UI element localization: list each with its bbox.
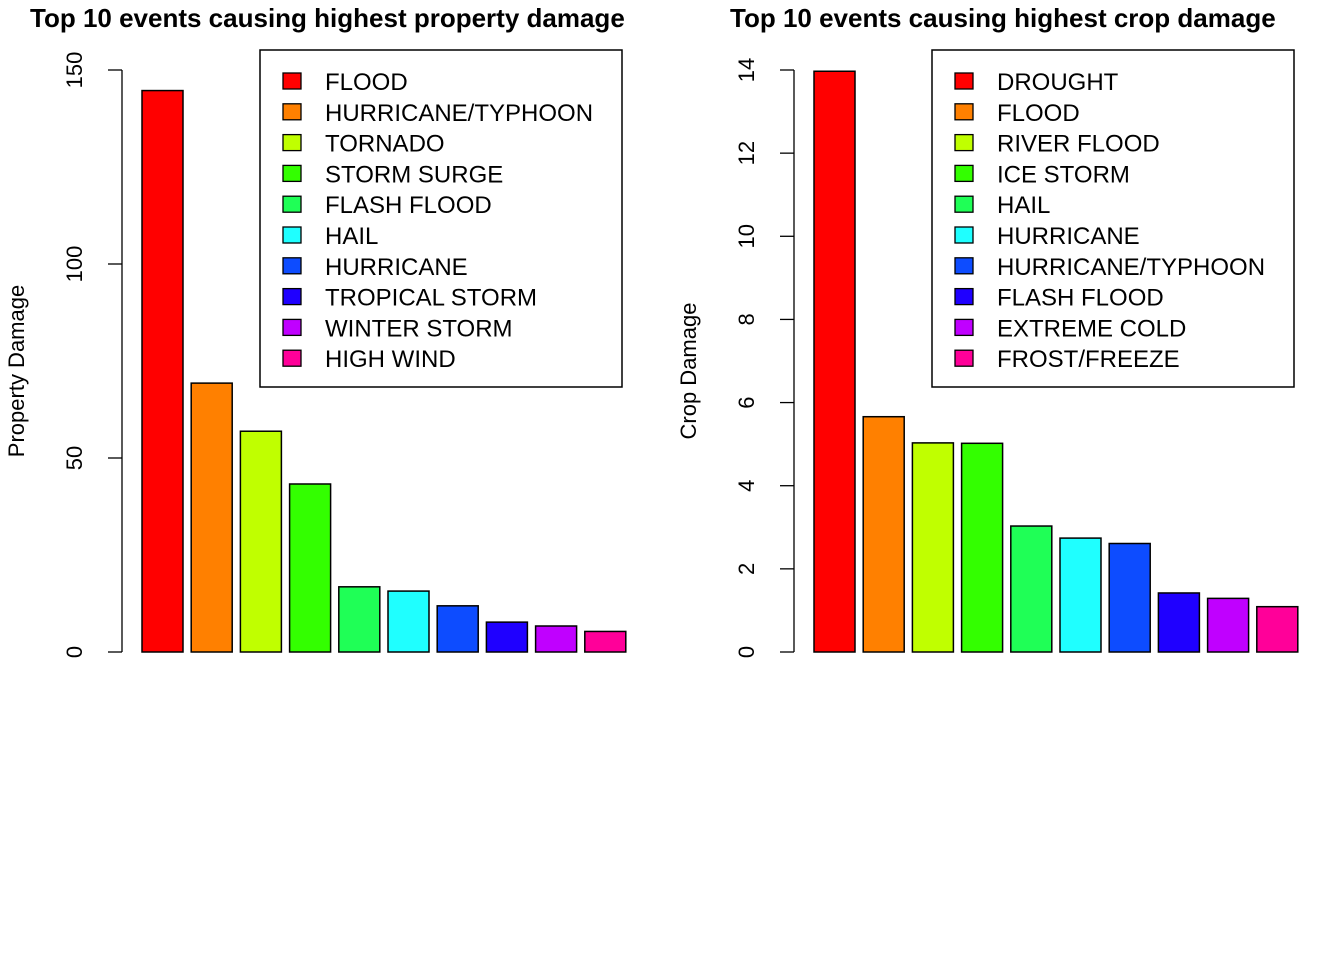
bar-flood bbox=[141, 89, 184, 653]
y-tick-label: 4 bbox=[734, 480, 759, 492]
chart-title: Top 10 events causing highest crop damag… bbox=[730, 3, 1276, 33]
y-axis-label: Property Damage bbox=[4, 285, 29, 457]
legend-swatch bbox=[954, 164, 974, 183]
legend-swatch bbox=[954, 257, 974, 275]
legend-swatch bbox=[282, 349, 302, 367]
bar-extreme-cold bbox=[1206, 597, 1250, 653]
y-tick-label: 6 bbox=[734, 396, 759, 408]
legend-label: FLOOD bbox=[997, 100, 1080, 127]
legend-swatch bbox=[282, 226, 302, 244]
legend-swatch bbox=[282, 318, 302, 337]
legend-label: HURRICANE/TYPHOON bbox=[325, 100, 593, 127]
bar-ice-storm bbox=[960, 442, 1004, 653]
legend-label: HAIL bbox=[325, 223, 378, 250]
legend-swatch bbox=[954, 349, 974, 367]
bar-hail bbox=[387, 590, 430, 653]
legend-label: FLOOD bbox=[325, 69, 408, 96]
legend-label: TROPICAL STORM bbox=[325, 285, 537, 312]
legend-swatch bbox=[282, 103, 302, 121]
legend-label: FLASH FLOOD bbox=[997, 285, 1164, 312]
legend-swatch bbox=[954, 226, 974, 244]
y-tick-label: 50 bbox=[62, 446, 87, 470]
legend-label: WINTER STORM bbox=[325, 315, 513, 342]
chart-panel-1: Top 10 events causing highest property d… bbox=[4, 3, 627, 658]
legend-swatch bbox=[282, 133, 302, 152]
legend-swatch bbox=[282, 287, 302, 306]
y-axis-label: Crop Damage bbox=[676, 303, 701, 440]
bar-high-wind bbox=[584, 630, 627, 653]
bar-hurricane bbox=[436, 605, 479, 653]
legend-swatch bbox=[954, 287, 974, 306]
y-tick-label: 8 bbox=[734, 313, 759, 325]
bar-storm-surge bbox=[288, 483, 332, 653]
legend-label: FLASH FLOOD bbox=[325, 192, 492, 219]
y-tick-label: 150 bbox=[62, 52, 87, 89]
legend-swatch bbox=[954, 103, 974, 121]
legend-swatch bbox=[282, 164, 302, 183]
legend-label: ICE STORM bbox=[997, 161, 1130, 188]
bar-hurricane bbox=[1059, 537, 1102, 653]
y-tick-label: 0 bbox=[734, 646, 759, 658]
legend-label: FROST/FREEZE bbox=[997, 346, 1180, 373]
y-tick-label: 2 bbox=[734, 563, 759, 575]
bar-flood bbox=[862, 415, 905, 653]
y-tick-label: 0 bbox=[62, 646, 87, 658]
y-tick-label: 10 bbox=[734, 224, 759, 248]
legend-box bbox=[931, 49, 1295, 388]
y-tick-label: 14 bbox=[734, 58, 759, 82]
bar-hurricane-typhoon bbox=[190, 382, 233, 653]
legend-swatch bbox=[282, 72, 302, 90]
legend-label: TORNADO bbox=[325, 131, 445, 158]
chart-title: Top 10 events causing highest property d… bbox=[30, 3, 625, 33]
bar-drought bbox=[813, 70, 856, 653]
bar-winter-storm bbox=[534, 625, 578, 653]
bar-tropical-storm bbox=[485, 621, 529, 653]
legend-label: DROUGHT bbox=[997, 69, 1119, 96]
legend-box bbox=[259, 49, 623, 388]
legend-swatch bbox=[282, 257, 302, 275]
legend-label: EXTREME COLD bbox=[997, 315, 1186, 342]
legend-swatch bbox=[282, 195, 302, 213]
chart-panel-2: Top 10 events causing highest crop damag… bbox=[676, 3, 1299, 658]
bar-river-flood bbox=[911, 442, 955, 653]
bar-flash-flood bbox=[1157, 592, 1201, 653]
bar-hail bbox=[1010, 525, 1053, 653]
bar-hurricane-typhoon bbox=[1108, 542, 1151, 653]
legend-label: HAIL bbox=[997, 192, 1050, 219]
legend-label: HURRICANE/TYPHOON bbox=[997, 254, 1265, 281]
legend-label: RIVER FLOOD bbox=[997, 131, 1160, 158]
legend-swatch bbox=[954, 195, 974, 213]
legend-label: STORM SURGE bbox=[325, 161, 503, 188]
y-tick-label: 100 bbox=[62, 246, 87, 283]
legend-swatch bbox=[954, 72, 974, 90]
bar-flash-flood bbox=[338, 586, 381, 653]
bar-frost-freeze bbox=[1256, 605, 1299, 653]
y-tick-label: 12 bbox=[734, 141, 759, 165]
legend-label: HIGH WIND bbox=[325, 346, 456, 373]
bar-tornado bbox=[239, 430, 283, 653]
legend-swatch bbox=[954, 133, 974, 152]
legend-label: HURRICANE bbox=[325, 254, 468, 281]
legend-swatch bbox=[954, 318, 974, 337]
legend-label: HURRICANE bbox=[997, 223, 1140, 250]
